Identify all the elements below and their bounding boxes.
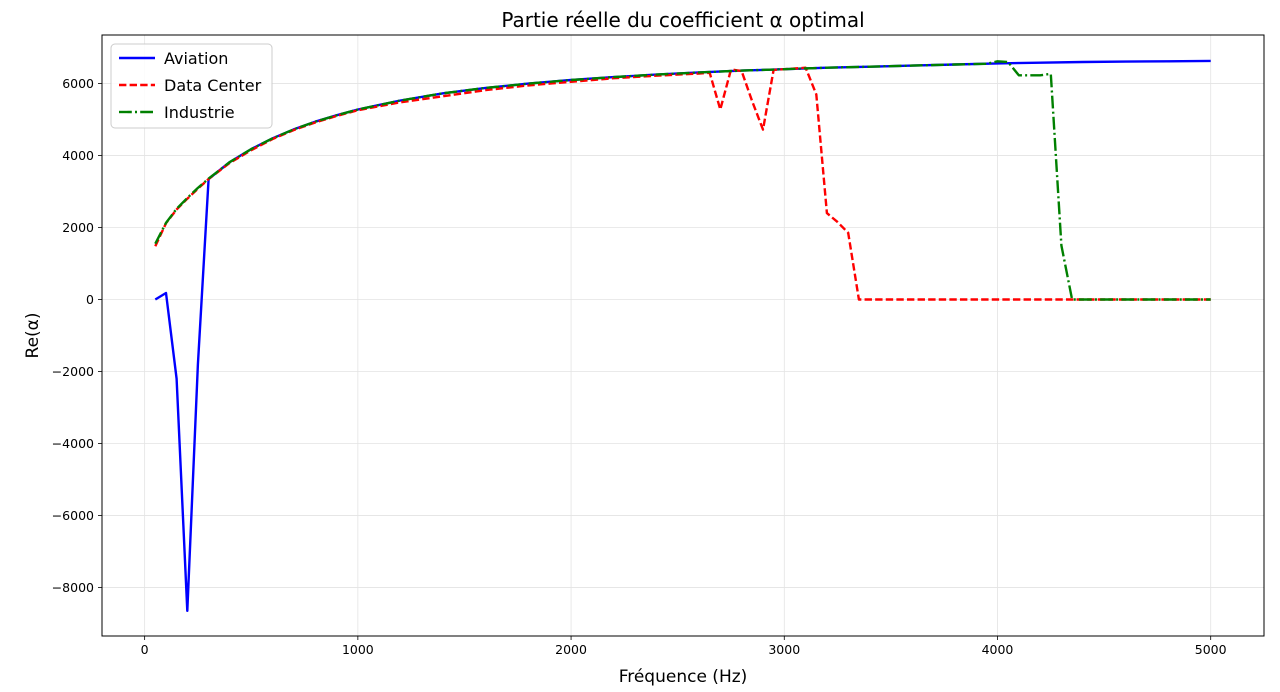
y-tick-label: −4000 (52, 436, 94, 451)
plot-frame (101, 34, 1265, 637)
x-axis-title: Fréquence (Hz) (619, 667, 748, 687)
y-tick-label: 4000 (62, 148, 94, 163)
y-tick-label: −6000 (52, 508, 94, 523)
x-tick-label: 1000 (342, 642, 374, 657)
chart-title: Partie réelle du coefficient α optimal (501, 8, 864, 32)
y-tick-label: 0 (86, 292, 94, 307)
x-axis-ticks: 0 1000 2000 3000 4000 5000 (141, 636, 1227, 657)
legend-box (110, 43, 273, 129)
y-axis-ticks: −8000 −6000 −4000 −2000 0 2000 4000 6000 (52, 76, 102, 595)
y-tick-label: 6000 (62, 76, 94, 91)
series-lines (154, 59, 1211, 612)
x-tick-label: 3000 (768, 642, 800, 657)
y-tick-label: −8000 (52, 580, 94, 595)
legend-label: Industrie (164, 103, 235, 122)
y-tick-label: 2000 (62, 220, 94, 235)
x-tick-label: 4000 (982, 642, 1014, 657)
legend: Aviation Data Center Industrie (110, 43, 273, 129)
legend-label: Data Center (164, 76, 262, 95)
series-line-industrie (154, 60, 1211, 301)
x-tick-label: 5000 (1195, 642, 1227, 657)
legend-label: Aviation (164, 49, 228, 68)
y-tick-label: −2000 (52, 364, 94, 379)
x-tick-label: 2000 (555, 642, 587, 657)
x-tick-label: 0 (141, 642, 149, 657)
y-axis-title: Re(α) (23, 313, 43, 359)
